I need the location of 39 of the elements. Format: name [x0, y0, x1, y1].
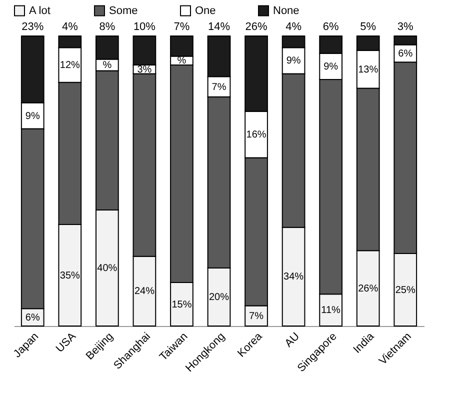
data-label: 3%: [137, 64, 152, 76]
data-label: 23%: [22, 21, 44, 33]
legend-label: One: [195, 4, 216, 17]
data-label: 7%: [249, 310, 264, 322]
data-label: 20%: [208, 292, 230, 303]
data-label: 26%: [245, 21, 268, 33]
data-label: 15%: [172, 299, 192, 310]
legend-label: None: [273, 4, 300, 17]
data-label: 12%: [60, 60, 80, 71]
x-tick-label: USA: [54, 330, 79, 355]
data-label: 6%: [25, 312, 40, 324]
data-label: 13%: [358, 64, 378, 76]
data-label: 3%: [397, 21, 414, 33]
data-label: 9%: [286, 56, 301, 67]
data-label: 9%: [324, 61, 338, 72]
legend-label: Some: [109, 4, 138, 17]
data-label: 24%: [134, 286, 155, 298]
data-label: 5%: [360, 21, 376, 33]
data-label: 6%: [322, 21, 339, 33]
data-label: 7%: [212, 82, 226, 93]
data-label: 6%: [398, 48, 413, 60]
x-tick-label: AU: [282, 330, 302, 350]
data-label: 34%: [284, 272, 304, 283]
legend-label: A lot: [29, 4, 50, 17]
data-label: 9%: [25, 110, 40, 122]
data-label: 25%: [395, 284, 416, 296]
data-label: 4%: [62, 21, 78, 33]
data-label: %: [177, 56, 186, 67]
data-label: 40%: [97, 263, 118, 274]
data-label: %: [102, 60, 112, 71]
data-label: 10%: [133, 21, 156, 33]
data-label: 35%: [60, 270, 80, 282]
data-label: 26%: [358, 283, 378, 294]
data-label: 11%: [321, 305, 341, 316]
data-label: 7%: [174, 21, 190, 33]
data-label: 8%: [99, 21, 116, 33]
data-label: 16%: [246, 130, 266, 141]
data-label: 4%: [286, 21, 302, 33]
data-label: 14%: [208, 21, 230, 33]
